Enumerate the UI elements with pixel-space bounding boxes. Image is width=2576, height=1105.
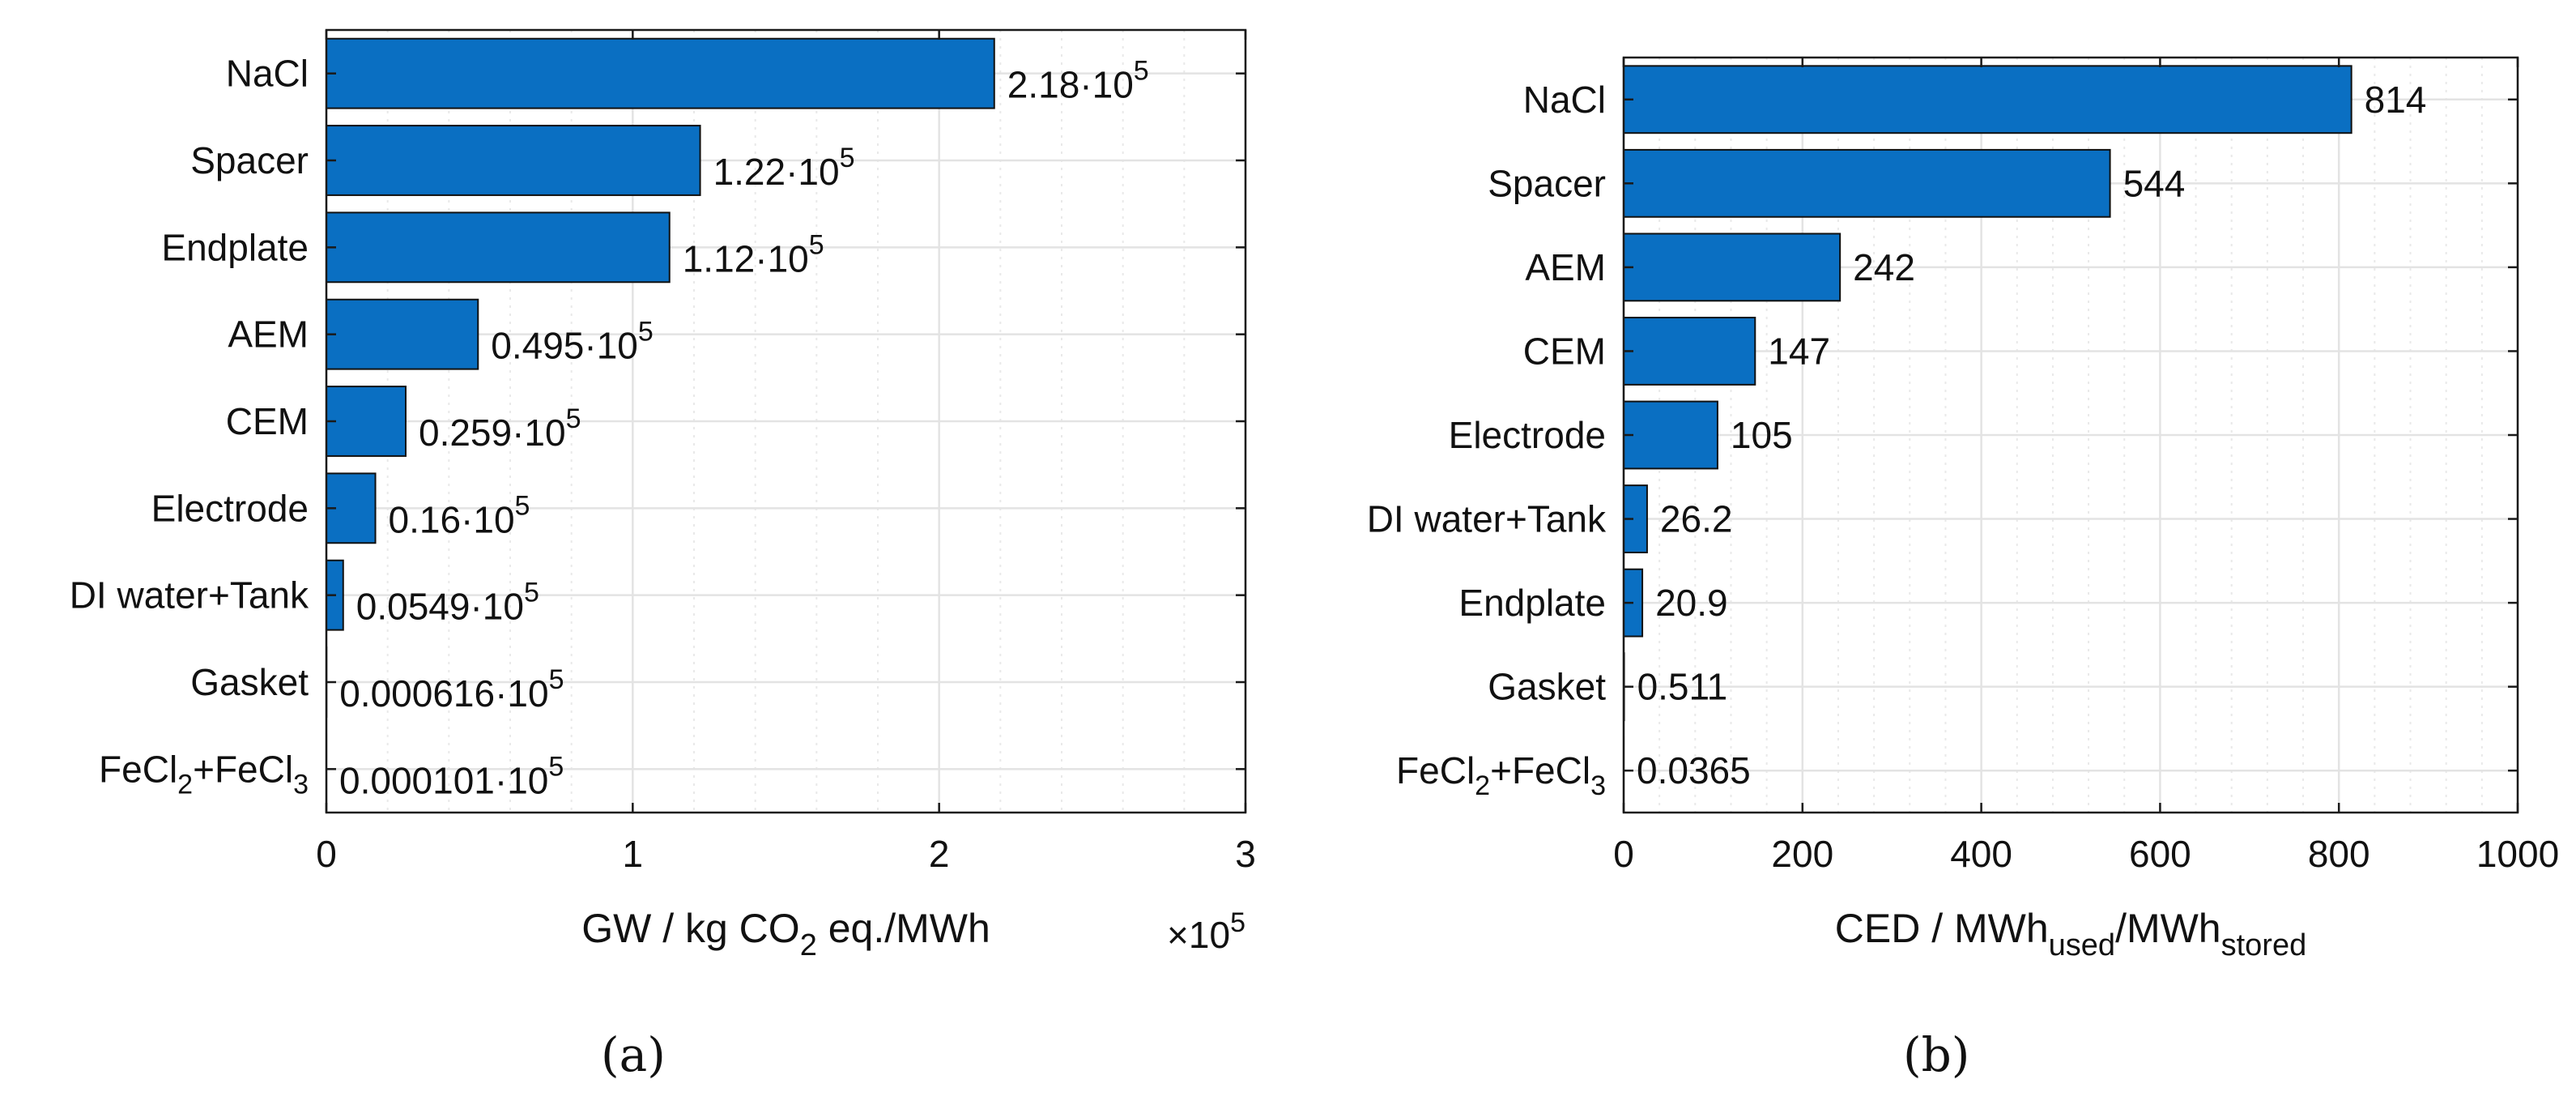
bar-spacer [1623, 148, 2111, 218]
x-tick-label: 2 [929, 833, 950, 875]
x-tick-label: 0 [316, 833, 337, 875]
category-label: NaCl [226, 53, 309, 95]
chart-panel-a: 0 1 2 3 NaCl Spacer Endplate AEM CEM Electrode DI … [70, 28, 1256, 962]
x-tick-label: 400 [1950, 833, 2012, 875]
data-label: 105 [1731, 414, 1793, 456]
data-label: 242 [1853, 246, 1915, 288]
data-label: 0.259·105 [419, 403, 581, 454]
category-label: FeCl2+FeCl3 [99, 748, 309, 800]
data-label: 0.16·105 [389, 490, 530, 540]
x-tick-label: 800 [2308, 833, 2370, 875]
bar-nacl [326, 37, 995, 109]
category-label: Electrode [1449, 414, 1606, 456]
data-label: 0.000616·105 [339, 664, 564, 715]
category-label: FeCl2+FeCl3 [1396, 749, 1606, 801]
bar-aem [1623, 233, 1842, 302]
data-label: 20.9 [1655, 582, 1728, 624]
bar-endplate [326, 211, 671, 284]
bar-nacl [1623, 65, 2352, 134]
data-label: 1.22·105 [713, 143, 855, 193]
data-label: 147 [1768, 330, 1830, 372]
chart-panel-b: 0 200 400 600 800 1000 NaCl Spacer AEM CEM Electro… [1367, 56, 2559, 962]
caption-a: (a) [601, 1027, 666, 1082]
category-label: NaCl [1523, 79, 1606, 121]
data-label: 814 [2365, 79, 2427, 121]
x-tick-label: 600 [2129, 833, 2191, 875]
data-label: 0.000101·105 [339, 751, 564, 801]
x-tick-label: 1 [623, 833, 644, 875]
data-label: 1.12·105 [683, 229, 824, 279]
category-label: Gasket [1488, 666, 1606, 708]
category-label: Gasket [190, 661, 309, 703]
bar-aem [326, 298, 479, 370]
category-label: CEM [226, 400, 309, 442]
data-label: 2.18·105 [1007, 56, 1149, 106]
data-label: 0.0365 [1637, 749, 1751, 791]
category-label: AEM [228, 314, 309, 356]
category-label: Spacer [190, 139, 309, 181]
category-label: DI water+Tank [70, 574, 309, 616]
data-label: 0.511 [1637, 666, 1728, 708]
bar-electrode [1623, 400, 1718, 470]
category-label: AEM [1525, 246, 1606, 288]
category-label: Endplate [161, 226, 309, 268]
data-label: 0.0549·105 [356, 578, 539, 628]
x-axis-title: GW / kg CO2 eq./MWh [581, 906, 990, 962]
category-label: Electrode [151, 487, 309, 529]
data-label: 0.495·105 [491, 317, 654, 367]
bar-spacer [326, 125, 701, 196]
category-label: Endplate [1458, 582, 1606, 624]
category-label: CEM [1523, 330, 1606, 372]
x-tick-label: 0 [1613, 833, 1634, 875]
x-tick-label: 200 [1771, 833, 1833, 875]
x-axis-title: CED / MWhused/MWhstored [1835, 906, 2306, 962]
data-label: 26.2 [1660, 498, 1733, 540]
category-label: DI water+Tank [1367, 498, 1607, 540]
data-label: 544 [2123, 162, 2186, 204]
x-tick-label: 3 [1235, 833, 1256, 875]
caption-b: (b) [1903, 1027, 1970, 1082]
category-label: Spacer [1488, 162, 1606, 204]
bar-cem [326, 386, 407, 457]
x-axis-multiplier: ×105 [1167, 907, 1245, 956]
bar-cem [1623, 317, 1756, 386]
x-tick-label: 1000 [2476, 833, 2559, 875]
